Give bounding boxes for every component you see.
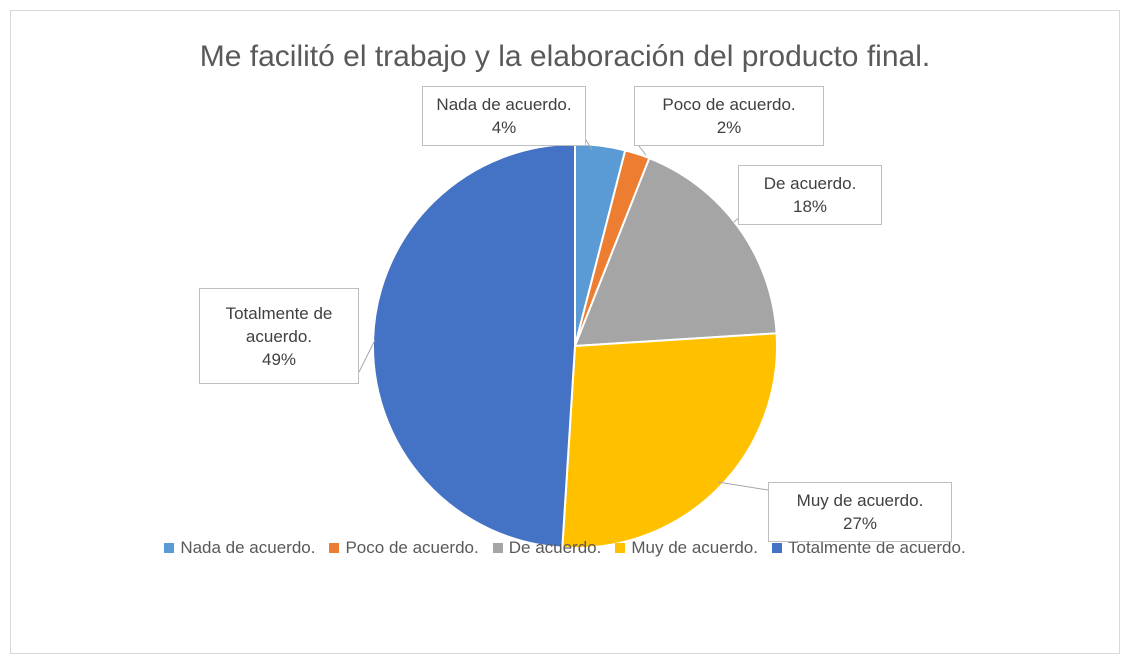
data-label-value: 49%	[261, 349, 297, 369]
legend-item: Totalmente de acuerdo.	[772, 538, 966, 558]
data-label-value: 27%	[842, 514, 878, 533]
legend-swatch	[164, 543, 175, 553]
legend-label: Totalmente de acuerdo.	[788, 538, 966, 557]
data-label: Nada de acuerdo. 4%	[422, 86, 586, 146]
legend-item: Nada de acuerdo.	[164, 538, 315, 558]
legend-swatch	[329, 543, 340, 553]
legend-item: Poco de acuerdo.	[329, 538, 479, 558]
chart-border	[10, 10, 1120, 654]
leader-line	[585, 139, 593, 151]
legend-swatch	[772, 543, 782, 553]
pie-slice	[573, 156, 778, 348]
legend-swatch	[615, 543, 626, 553]
pie-slice	[372, 142, 576, 549]
data-label: Muy de acuerdo. 27%	[768, 482, 952, 542]
data-label: Poco de acuerdo. 2%	[634, 86, 824, 146]
leader-line	[358, 339, 376, 373]
legend-item: Muy de acuerdo.	[615, 538, 758, 558]
legend-label: Muy de acuerdo.	[631, 538, 758, 557]
pie-slice	[561, 332, 778, 549]
data-label-category: Muy de acuerdo.	[796, 491, 924, 510]
legend-item: De acuerdo.	[492, 538, 602, 558]
data-label-category: Totalmente de acuerdo.	[225, 303, 333, 346]
legend: Nada de acuerdo. Poco de acuerdo. De acuer…	[0, 538, 1130, 558]
data-label: Totalmente de acuerdo. 49%	[199, 288, 359, 384]
data-label-category: Nada de acuerdo.	[436, 95, 572, 114]
data-label-value: 2%	[716, 118, 742, 137]
chart-title: Me facilitó el trabajo y la elaboración …	[199, 40, 931, 73]
data-label-category: Poco de acuerdo.	[662, 95, 796, 114]
legend-label: De acuerdo.	[508, 538, 602, 557]
legend-label: Poco de acuerdo.	[345, 538, 479, 557]
data-label-value: 18%	[792, 197, 828, 216]
legend-swatch	[492, 543, 503, 553]
leader-line	[717, 481, 769, 491]
data-label-category: De acuerdo.	[763, 174, 857, 193]
data-label: De acuerdo. 18%	[738, 165, 882, 225]
legend-label: Nada de acuerdo.	[180, 538, 316, 557]
data-label-value: 4%	[491, 118, 517, 137]
